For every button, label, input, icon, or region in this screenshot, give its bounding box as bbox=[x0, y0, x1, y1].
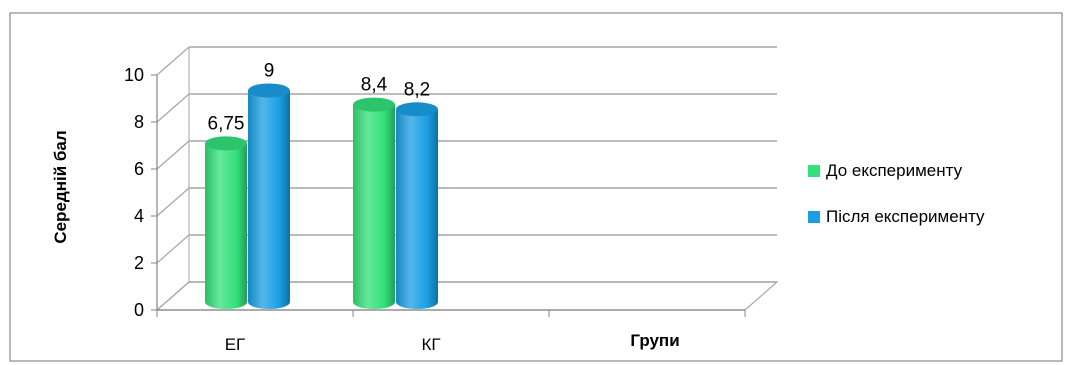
data-label: 9 bbox=[264, 61, 275, 82]
bar-body bbox=[353, 104, 395, 309]
legend-label-after: Після експерименту bbox=[826, 207, 985, 226]
data-label: 8,2 bbox=[404, 79, 430, 100]
bar-top bbox=[353, 97, 395, 112]
x-tick-label: КГ bbox=[421, 335, 440, 354]
y-tick-label: 0 bbox=[134, 300, 144, 320]
legend-swatch-before bbox=[808, 165, 820, 177]
bar-body bbox=[248, 90, 290, 309]
data-label: 6,75 bbox=[208, 113, 245, 134]
y-axis-title: Середній бал bbox=[51, 130, 70, 243]
bar-top bbox=[205, 136, 247, 151]
y-tick-label: 4 bbox=[134, 206, 144, 226]
bar-top bbox=[248, 83, 290, 98]
gridline-side bbox=[156, 140, 190, 170]
gridline-side bbox=[156, 93, 190, 123]
bar-top bbox=[396, 102, 438, 117]
gridline-side bbox=[156, 234, 190, 264]
gridline-side bbox=[156, 187, 190, 217]
x-tick-label: ЕГ bbox=[225, 335, 246, 354]
bar-before-ЕГ bbox=[205, 136, 247, 309]
chart-border bbox=[9, 12, 1063, 362]
y-tick-label: 8 bbox=[134, 112, 144, 132]
gridline-side bbox=[156, 46, 190, 76]
legend-item-before: До експерименту bbox=[808, 160, 1063, 182]
bar-body bbox=[205, 143, 247, 309]
bar-after-КГ bbox=[396, 102, 438, 309]
bar-body bbox=[396, 109, 438, 309]
data-label: 8,4 bbox=[361, 75, 388, 96]
bar-before-КГ bbox=[353, 97, 395, 309]
x-axis-title: Групи bbox=[630, 331, 679, 350]
bar-after-ЕГ bbox=[248, 83, 290, 309]
y-tick-label: 6 bbox=[134, 159, 144, 179]
legend-item-after: Після експерименту bbox=[808, 206, 1063, 228]
y-tick-label: 2 bbox=[134, 253, 144, 273]
legend-label-before: До експерименту bbox=[826, 161, 963, 180]
legend-swatch-after bbox=[808, 211, 820, 223]
y-tick-label: 10 bbox=[124, 65, 144, 85]
legend: До експерименту Після експерименту bbox=[808, 160, 1063, 252]
